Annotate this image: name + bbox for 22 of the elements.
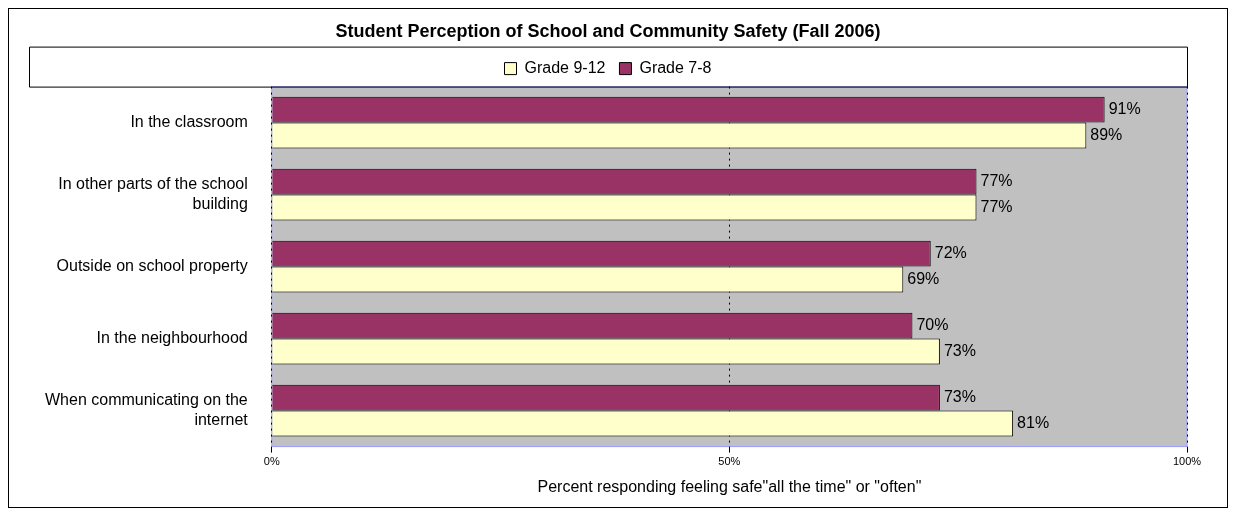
y-tick-label: In the neighbourhood (96, 329, 248, 347)
data-label: 72% (934, 244, 967, 262)
y-tick-label: In the classroom (130, 113, 248, 131)
legend-label: Grade 7-8 (639, 59, 712, 77)
data-label: 81% (1017, 413, 1050, 431)
x-tick-label: 100% (1172, 455, 1202, 468)
data-label: 77% (980, 172, 1013, 190)
data-label: 69% (907, 269, 940, 287)
chart-title: Student Perception of School and Community Safety (Fall 2006) (335, 20, 881, 41)
data-label: 73% (943, 341, 976, 359)
data-label: 89% (1090, 125, 1123, 143)
data-label: 77% (980, 197, 1013, 215)
y-tick-label: Outside on school property (56, 257, 248, 275)
y-tick-label: When communicating on the internet (44, 391, 249, 428)
x-axis-title: Percent responding feeling safe"all the time" or "often" (537, 477, 922, 495)
legend-label: Grade 9-12 (524, 59, 606, 77)
x-tick-label: 50% (718, 455, 741, 468)
y-tick-label: In other parts of the school building (58, 175, 248, 212)
data-label: 70% (916, 316, 949, 334)
data-label: 91% (1108, 100, 1141, 118)
data-label: 73% (943, 388, 976, 406)
x-tick-label: 0% (263, 455, 280, 468)
